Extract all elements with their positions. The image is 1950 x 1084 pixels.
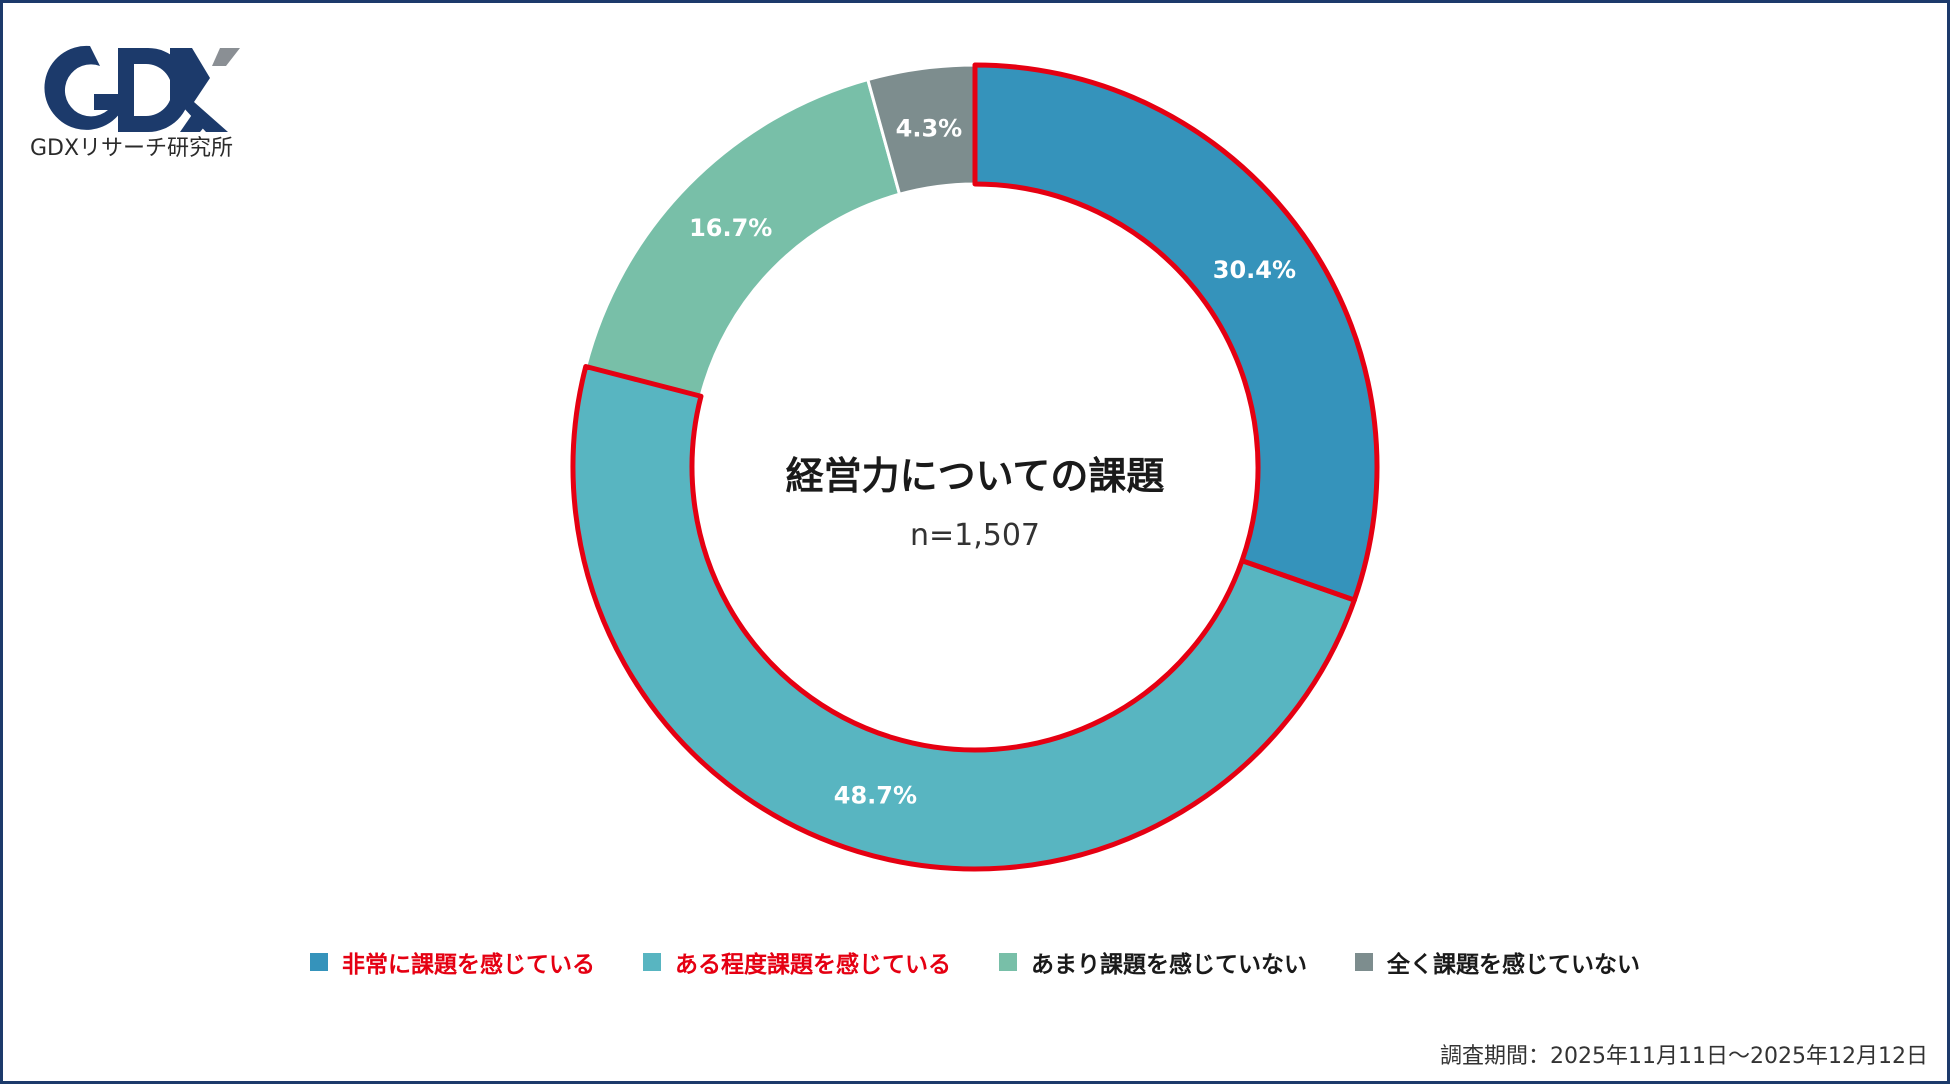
donut-slice-2 (571, 364, 1357, 871)
legend-label-2: ある程度課題を感じている (675, 952, 951, 978)
data-label-1: 30.4% (1213, 256, 1296, 284)
survey-period: 調査期間：2025年11月11日～2025年12月12日 (1440, 1044, 1928, 1069)
legend-label-3: あまり課題を感じていない (1031, 952, 1307, 978)
gdx-logo (44, 45, 240, 132)
chart-sample-size: n=1,507 (909, 518, 1041, 553)
highlight-outline-1 (972, 62, 1380, 603)
legend-item-1: 非常に課題を感じている (310, 945, 595, 979)
legend-swatch-4 (1355, 953, 1373, 971)
data-label-3: 16.7% (689, 214, 772, 242)
legend-label-1: 非常に課題を感じている (342, 952, 595, 978)
data-label-4: 4.3% (896, 115, 963, 143)
highlight-outline-2 (570, 364, 1357, 872)
legend-swatch-1 (310, 953, 328, 971)
chart-title: 経営力についての課題 (785, 454, 1165, 498)
legend-swatch-3 (999, 953, 1017, 971)
legend-item-2: ある程度課題を感じている (643, 945, 951, 979)
legend-item-4: 全く課題を感じていない (1355, 945, 1640, 979)
legend-item-3: あまり課題を感じていない (999, 945, 1307, 979)
data-label-2: 48.7% (834, 782, 917, 810)
legend-swatch-2 (643, 953, 661, 971)
chart-legend: 非常に課題を感じている ある程度課題を感じている あまり課題を感じていない 全く課題を… (0, 945, 1950, 979)
logo-caption: GDXリサーチ研究所 (30, 136, 234, 161)
legend-label-4: 全く課題を感じていない (1387, 952, 1640, 978)
